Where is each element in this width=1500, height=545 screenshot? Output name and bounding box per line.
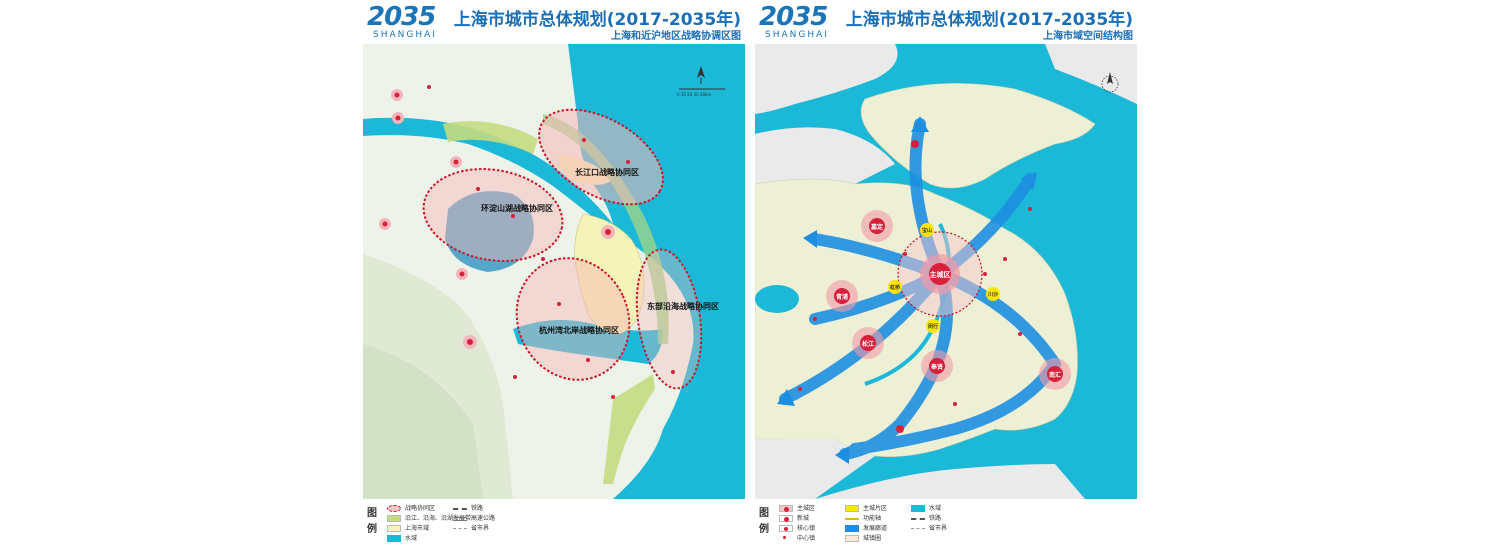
left-subtitle: 上海和近沪地区战略协调区图 — [611, 31, 741, 42]
left-map: 长江口战略协同区 环淀山湖战略协同区 杭州湾北岸战略协同区 东部沿海战略协同区 — [363, 44, 745, 499]
scale-label: 0 10 20 30 40km — [677, 92, 711, 97]
town-marker — [582, 138, 586, 142]
zone-label-dianshan: 环淀山湖战略协同区 — [481, 203, 553, 213]
arrow-head-icon — [777, 389, 795, 406]
arrow-head-icon — [911, 116, 929, 132]
mainland-northeast — [1045, 44, 1137, 104]
city-marker — [453, 159, 459, 165]
logo-city: SHANGHAI — [765, 30, 829, 40]
city-marker — [467, 339, 473, 345]
arrow-head-icon — [1021, 172, 1037, 190]
town-marker — [1028, 207, 1032, 211]
right-title: 上海市城市总体规划(2017-2035年) — [845, 10, 1133, 30]
town-marker — [557, 302, 561, 306]
zone-yangtze-estuary — [538, 108, 664, 206]
town-marker — [541, 257, 545, 261]
town-marker — [1018, 332, 1022, 336]
label-nanhui: 南汇 — [1049, 371, 1061, 379]
new-town-jiading — [869, 218, 885, 234]
south-belt — [603, 374, 655, 484]
town-marker — [813, 317, 817, 321]
logo-year: 2035 — [367, 2, 436, 32]
legend-head-2: 例 — [367, 524, 377, 535]
legend-head-2: 例 — [759, 524, 769, 535]
shanghai-marker — [605, 229, 611, 235]
town-marker — [983, 272, 987, 276]
right-map: 主城区 嘉定 青浦 松江 奉贤 南汇 宝山 虹桥 川沙 闵行 — [755, 44, 1137, 499]
zone-eastern-coast — [635, 248, 703, 390]
label-baoshan: 宝山 — [922, 227, 932, 234]
legend-head-1: 图 — [759, 508, 769, 519]
new-towns — [826, 210, 1071, 390]
left-legend: 图 例 战略协同区 沿江、沿海、沿湖发展带 上海市域 水域 铁路 高速公路 省 — [367, 505, 496, 542]
new-town-nanhui — [1047, 366, 1063, 382]
zone-label-yangtze: 长江口战略协同区 — [575, 167, 639, 177]
town-marker — [611, 395, 615, 399]
corridor-arrow-icons — [777, 116, 1037, 464]
town-marker — [671, 370, 675, 374]
logo-year: 2035 — [759, 2, 828, 32]
right-map-panel: 2035 SHANGHAI 上海市城市总体规划(2017-2035年) 上海市域… — [755, 0, 1137, 545]
city-marker — [459, 271, 465, 277]
mainland-north-2 — [755, 127, 895, 184]
new-town-qingpu — [834, 288, 850, 304]
mainland-south — [815, 464, 1085, 499]
label-jiading: 嘉定 — [870, 223, 883, 231]
label-minhang: 闵行 — [928, 323, 938, 330]
city-marker — [395, 115, 401, 121]
city-marker — [394, 92, 400, 98]
compass-icon — [1101, 72, 1119, 93]
zone-label-east: 东部沿海战略协同区 — [647, 301, 719, 311]
zone-label-hangzhou: 杭州湾北岸战略协同区 — [539, 325, 619, 335]
new-town-songjiang — [860, 335, 876, 351]
town-marker — [798, 387, 802, 391]
town-marker — [511, 214, 515, 218]
mainland-north — [755, 44, 898, 114]
taihu-lake — [445, 191, 534, 272]
town-marker — [513, 375, 517, 379]
legend-head-1: 图 — [367, 508, 377, 519]
dianshan-lake — [755, 285, 799, 313]
arrow-head-icon — [803, 230, 817, 248]
label-hongqiao: 虹桥 — [890, 284, 901, 291]
sub-center-baoshan — [920, 223, 934, 237]
label-qingpu: 青浦 — [836, 293, 848, 301]
label-fengxian: 奉贤 — [930, 363, 943, 371]
town-marker — [626, 160, 630, 164]
town-marker — [1003, 257, 1007, 261]
sub-center-chuansha — [986, 287, 1000, 301]
town-marker — [903, 252, 907, 256]
sub-centers — [888, 223, 1000, 333]
sub-center-minhang — [926, 319, 940, 333]
town-marker — [476, 187, 480, 191]
town-marker — [586, 358, 590, 362]
arrow-head-icon — [835, 446, 849, 464]
right-header: 2035 SHANGHAI 上海市城市总体规划(2017-2035年) 上海市域… — [755, 0, 1137, 44]
town-marker — [911, 140, 919, 148]
town-marker — [896, 425, 904, 433]
riverside-belt — [443, 121, 538, 154]
town-markers — [798, 140, 1032, 433]
label-main-city: 主城区 — [930, 270, 951, 279]
left-title: 上海市城市总体规划(2017-2035年) — [453, 10, 741, 30]
right-subtitle: 上海市域空间结构图 — [1043, 31, 1133, 42]
zone-hangzhou-bay — [515, 257, 631, 381]
left-header: 2035 SHANGHAI 上海市城市总体规划(2017-2035年) 上海和近… — [363, 0, 745, 44]
zone-dianshan-lake — [422, 168, 564, 262]
right-legend: 图 例 主城区 新城 核心镇 中心镇 主城片区 功能轴 发展廊道 — [759, 505, 948, 542]
label-songjiang: 松江 — [862, 340, 874, 348]
corridor-coast — [849, 358, 1061, 455]
city-markers — [379, 85, 675, 399]
left-map-panel: 2035 SHANGHAI 上海市城市总体规划(2017-2035年) 上海和近… — [363, 0, 745, 545]
town-marker — [953, 402, 957, 406]
main-city-marker — [929, 263, 951, 285]
city-marker — [382, 221, 388, 227]
north-arrow-icon — [697, 66, 705, 84]
label-chuansha: 川沙 — [987, 292, 998, 298]
new-town-fengxian — [929, 358, 945, 374]
logo-city: SHANGHAI — [373, 30, 437, 40]
hill-area-dark — [363, 344, 483, 499]
sub-center-hongqiao — [888, 280, 902, 294]
town-marker — [427, 85, 431, 89]
